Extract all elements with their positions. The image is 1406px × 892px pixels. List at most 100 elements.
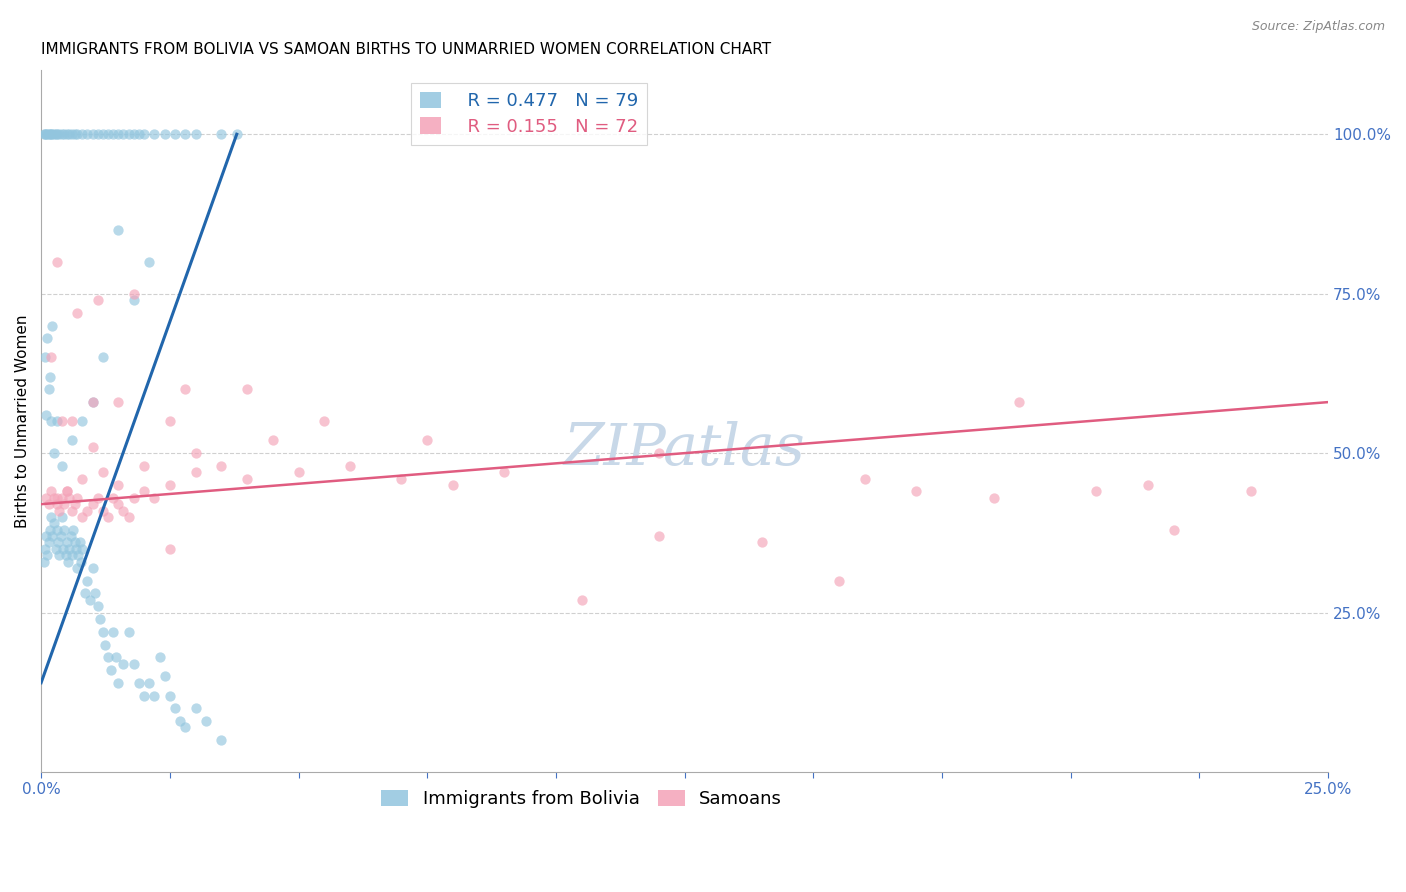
Point: [41, 414, 63, 428]
Point: [184, 465, 207, 479]
Point: [159, 414, 181, 428]
Point: [63, 535, 86, 549]
Point: [37, 548, 59, 562]
Point: [494, 465, 516, 479]
Point: [42, 446, 65, 460]
Point: [53, 497, 76, 511]
Point: [41, 127, 63, 141]
Point: [159, 689, 181, 703]
Point: [174, 127, 197, 141]
Point: [236, 382, 259, 396]
Point: [56, 484, 79, 499]
Point: [571, 592, 593, 607]
Point: [60, 414, 83, 428]
Point: [209, 127, 232, 141]
Point: [56, 484, 79, 499]
Point: [983, 491, 1005, 505]
Point: [66, 491, 89, 505]
Point: [174, 720, 197, 734]
Point: [107, 675, 129, 690]
Point: [82, 395, 104, 409]
Point: [37, 331, 59, 345]
Point: [97, 510, 120, 524]
Point: [53, 523, 76, 537]
Point: [51, 458, 73, 473]
Point: [35, 529, 58, 543]
Point: [72, 472, 94, 486]
Point: [41, 484, 63, 499]
Point: [72, 510, 94, 524]
Point: [107, 127, 129, 141]
Point: [73, 586, 96, 600]
Point: [112, 657, 135, 671]
Point: [184, 446, 207, 460]
Y-axis label: Births to Unmarried Women: Births to Unmarried Women: [15, 315, 30, 528]
Point: [159, 478, 181, 492]
Point: [32, 555, 55, 569]
Point: [174, 382, 197, 396]
Point: [148, 650, 170, 665]
Point: [100, 663, 122, 677]
Point: [314, 414, 336, 428]
Point: [751, 535, 773, 549]
Point: [117, 624, 139, 639]
Point: [35, 491, 58, 505]
Point: [35, 127, 58, 141]
Point: [34, 541, 56, 556]
Point: [89, 612, 111, 626]
Point: [69, 535, 91, 549]
Point: [103, 127, 125, 141]
Point: [132, 127, 155, 141]
Point: [45, 491, 67, 505]
Point: [66, 127, 89, 141]
Point: [67, 548, 90, 562]
Point: [128, 127, 150, 141]
Point: [45, 414, 67, 428]
Point: [91, 351, 114, 365]
Point: [905, 484, 928, 499]
Point: [56, 127, 79, 141]
Point: [97, 650, 120, 665]
Point: [122, 491, 145, 505]
Point: [79, 592, 101, 607]
Point: [441, 478, 464, 492]
Point: [53, 127, 76, 141]
Point: [112, 503, 135, 517]
Point: [828, 574, 851, 588]
Point: [122, 293, 145, 307]
Point: [138, 254, 160, 268]
Point: [262, 434, 284, 448]
Point: [39, 369, 62, 384]
Point: [132, 689, 155, 703]
Point: [37, 127, 59, 141]
Point: [34, 127, 56, 141]
Point: [42, 127, 65, 141]
Point: [1085, 484, 1108, 499]
Point: [41, 351, 63, 365]
Point: [76, 574, 98, 588]
Point: [58, 127, 80, 141]
Point: [63, 497, 86, 511]
Point: [45, 127, 67, 141]
Point: [87, 293, 110, 307]
Point: [42, 516, 65, 531]
Point: [41, 510, 63, 524]
Point: [103, 491, 125, 505]
Point: [107, 395, 129, 409]
Point: [107, 497, 129, 511]
Point: [84, 586, 107, 600]
Point: [416, 434, 439, 448]
Point: [72, 541, 94, 556]
Point: [58, 541, 80, 556]
Point: [56, 535, 79, 549]
Point: [91, 503, 114, 517]
Point: [76, 127, 98, 141]
Point: [648, 446, 671, 460]
Point: [38, 535, 60, 549]
Point: [87, 599, 110, 614]
Point: [132, 458, 155, 473]
Point: [107, 223, 129, 237]
Point: [51, 491, 73, 505]
Point: [82, 395, 104, 409]
Point: [62, 523, 84, 537]
